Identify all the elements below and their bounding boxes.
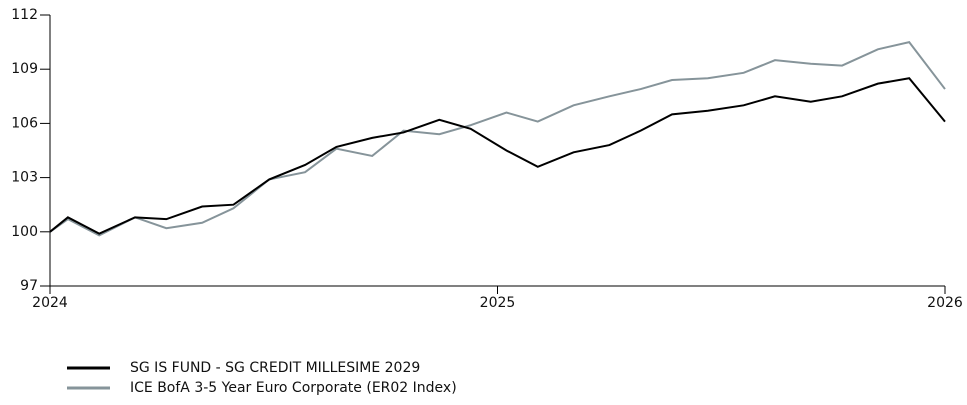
- series-line: [49, 40, 946, 237]
- y-tick-label: 103: [11, 170, 38, 186]
- y-tick-label: 112: [11, 7, 38, 23]
- y-tick-label: 100: [11, 224, 38, 240]
- x-tick-label: 2025: [480, 295, 516, 311]
- x-tick-label: 2024: [32, 295, 68, 311]
- legend-label: SG IS FUND - SG CREDIT MILLESIME 2029: [130, 360, 420, 376]
- y-tick-label: 109: [11, 61, 38, 77]
- legend-label: ICE BofA 3-5 Year Euro Corporate (ER02 I…: [130, 380, 457, 396]
- y-tick-label: 106: [11, 115, 38, 131]
- series-line: [49, 77, 946, 235]
- x-tick-label: 2026: [927, 295, 963, 311]
- y-tick-label: 97: [20, 278, 38, 294]
